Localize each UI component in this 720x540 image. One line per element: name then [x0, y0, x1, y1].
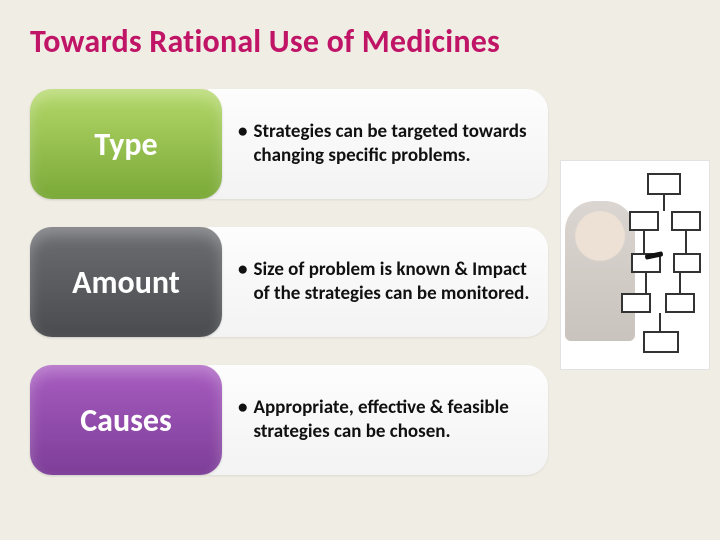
pill-amount: Amount: [30, 227, 222, 337]
flowchart-person-image: [560, 160, 710, 370]
desc-causes-text: Appropriate, effective & feasible strate…: [253, 396, 530, 444]
page-title: Towards Rational Use of Medicines: [0, 0, 720, 71]
pill-type: Type: [30, 89, 222, 199]
bullet-dot: •: [238, 258, 247, 306]
bullet-dot: •: [238, 120, 247, 168]
desc-amount-text: Size of problem is known & Impact of the…: [253, 258, 530, 306]
desc-type-text: Strategies can be targeted towards chang…: [253, 120, 530, 168]
desc-amount: •Size of problem is known & Impact of th…: [208, 227, 548, 337]
desc-causes: •Appropriate, effective & feasible strat…: [208, 365, 548, 475]
bullet-dot: •: [238, 396, 247, 444]
desc-type: •Strategies can be targeted towards chan…: [208, 89, 548, 199]
pill-causes: Causes: [30, 365, 222, 475]
row-causes: Causes •Appropriate, effective & feasibl…: [30, 365, 710, 475]
flowchart-icon: [561, 161, 709, 369]
